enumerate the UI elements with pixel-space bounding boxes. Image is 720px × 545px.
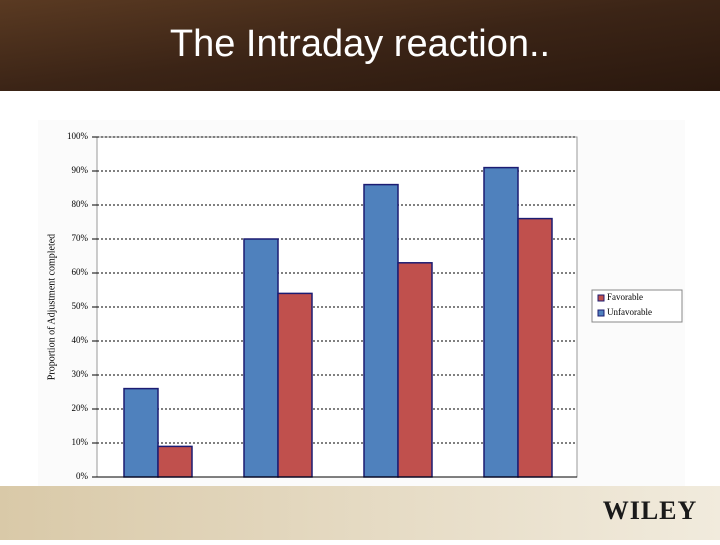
bar — [483, 166, 519, 478]
y-tick-label: 0% — [76, 471, 89, 481]
y-axis-label: Proportion of Adjustment completed — [46, 234, 57, 380]
footer — [0, 486, 720, 540]
y-tick-label: 30% — [72, 369, 89, 379]
header — [0, 0, 720, 91]
slide-title: The Intraday reaction.. — [170, 23, 550, 65]
y-tick-label: 70% — [72, 233, 89, 243]
y-tick-label: 50% — [72, 301, 89, 311]
bar — [363, 183, 399, 478]
y-tick-label: 100% — [67, 131, 89, 141]
bar — [157, 445, 193, 478]
legend-label: Favorable — [607, 292, 643, 302]
y-tick-label: 80% — [72, 199, 89, 209]
legend — [591, 289, 683, 323]
y-tick-label: 10% — [72, 437, 89, 447]
legend-swatch — [597, 309, 605, 317]
y-tick-label: 90% — [72, 165, 89, 175]
bar — [277, 292, 313, 478]
logo: WILEY — [603, 496, 698, 525]
y-tick-label: 60% — [72, 267, 89, 277]
legend-label: Unfavorable — [607, 307, 652, 317]
bar — [123, 387, 159, 478]
bar — [243, 238, 279, 478]
legend-swatch — [597, 294, 605, 302]
bar — [517, 217, 553, 478]
y-tick-label: 20% — [72, 403, 89, 413]
bar — [397, 262, 433, 478]
y-tick-label: 40% — [72, 335, 89, 345]
